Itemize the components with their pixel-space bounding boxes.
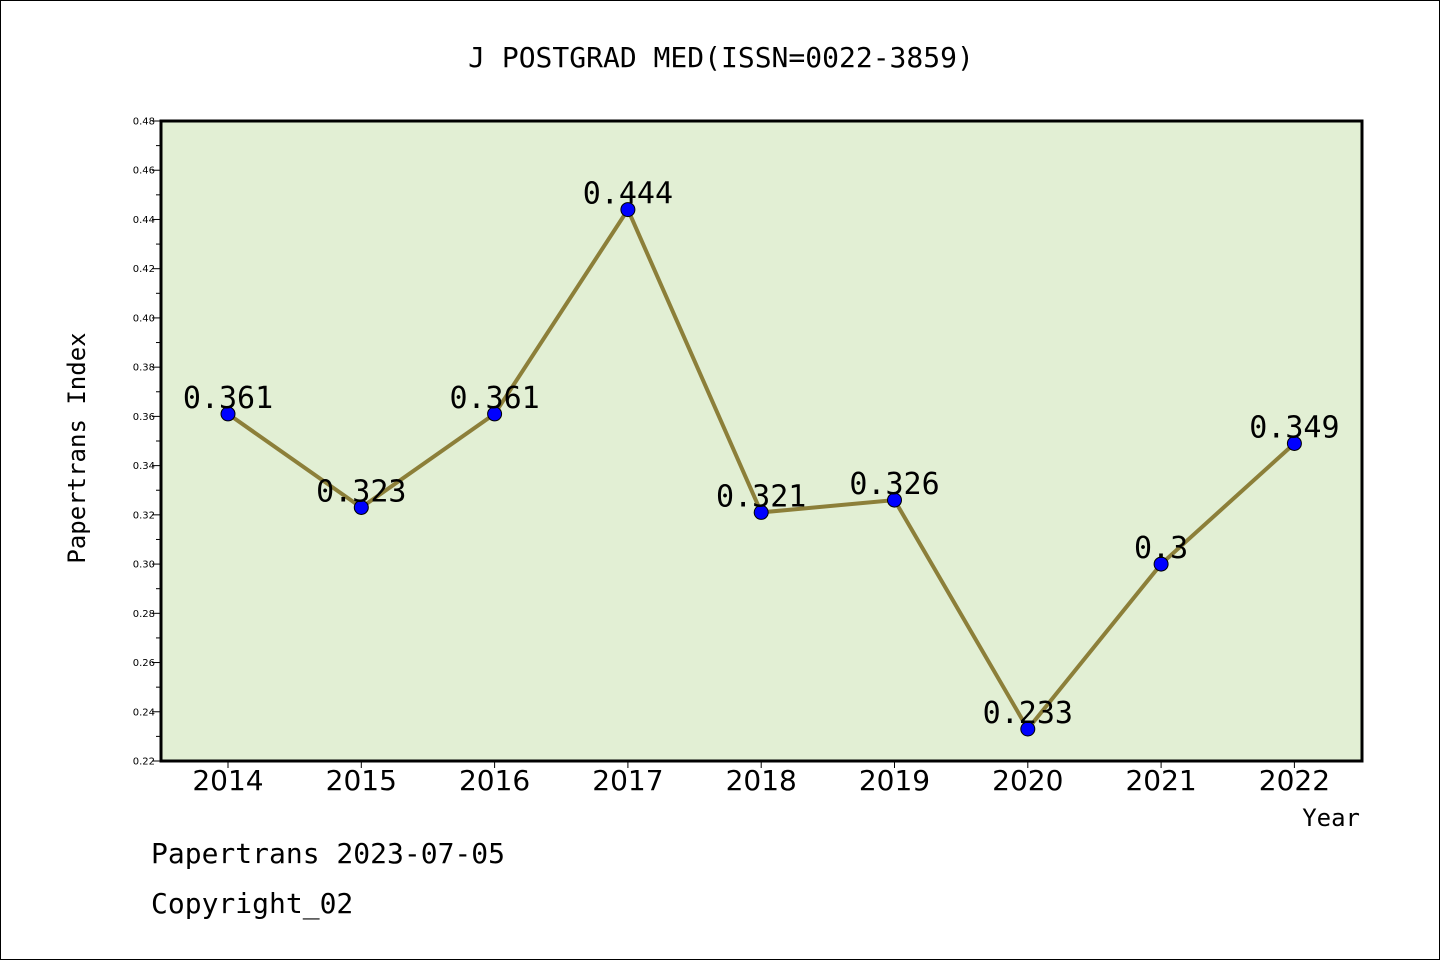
data-point-marker <box>220 406 236 422</box>
x-axis-ticks: 2014 2015 2016 2017 2018 2019 2020 2021 2022 <box>192 761 1330 797</box>
data-label: 0.3 <box>1134 531 1188 566</box>
data-labels: 0.361 0.323 0.361 0.444 0.321 0.326 0.233 0.3 0.… <box>183 177 1340 731</box>
data-point-marker <box>1153 556 1169 572</box>
y-tick-label: 0.28 <box>133 609 155 620</box>
data-label: 0.361 <box>183 381 273 416</box>
x-tick-label: 2015 <box>326 764 397 797</box>
y-tick-label: 0.32 <box>133 510 155 521</box>
data-point-marker <box>620 202 636 218</box>
x-tick-label: 2014 <box>192 764 263 797</box>
y-tick-label: 0.38 <box>133 363 155 374</box>
x-tick-label: 2017 <box>592 764 663 797</box>
data-label: 0.361 <box>449 381 539 416</box>
y-tick-label: 0.22 <box>133 757 155 768</box>
data-point-marker <box>753 504 769 520</box>
x-axis-label: Year <box>1302 804 1360 832</box>
chart-title: J POSTGRAD MED(ISSN=0022-3859) <box>468 41 974 74</box>
y-tick-label: 0.24 <box>133 707 155 718</box>
series-papertrans-index <box>220 202 1302 737</box>
y-tick-label: 0.34 <box>133 461 155 472</box>
x-tick-label: 2019 <box>859 764 930 797</box>
y-tick-label: 0.46 <box>133 166 155 177</box>
data-point-marker <box>1020 721 1036 737</box>
y-tick-label: 0.26 <box>133 658 155 669</box>
y-tick-label: 0.48 <box>133 117 155 128</box>
data-label: 0.326 <box>849 467 939 502</box>
source-date-text: Papertrans 2023-07-05 <box>151 837 506 870</box>
data-point-marker <box>353 499 369 515</box>
x-tick-label: 2020 <box>992 764 1063 797</box>
data-point-marker <box>487 406 503 422</box>
copyright-text: Copyright_02 <box>151 887 354 920</box>
x-tick-label: 2018 <box>726 764 797 797</box>
y-tick-label: 0.36 <box>133 412 155 423</box>
y-tick-label: 0.30 <box>133 560 155 571</box>
data-label: 0.444 <box>583 177 673 212</box>
x-tick-label: 2021 <box>1125 764 1196 797</box>
data-point-marker <box>887 492 902 508</box>
data-point-marker <box>1286 435 1302 451</box>
data-label: 0.323 <box>316 474 406 509</box>
y-tick-label: 0.40 <box>133 313 155 324</box>
x-tick-label: 2016 <box>459 764 530 797</box>
y-tick-label: 0.44 <box>133 215 155 226</box>
y-axis-label: Papertrans Index <box>63 332 91 563</box>
y-tick-label: 0.42 <box>133 264 155 275</box>
y-axis-ticks: 0.22 0.24 0.26 0.28 0.30 0.32 0.34 0.36 0.38 0.40… <box>133 117 161 768</box>
data-label: 0.321 <box>716 479 806 514</box>
data-label: 0.349 <box>1249 410 1339 445</box>
data-label: 0.233 <box>983 696 1073 731</box>
plot-area <box>159 119 1364 763</box>
x-tick-label: 2022 <box>1259 764 1330 797</box>
